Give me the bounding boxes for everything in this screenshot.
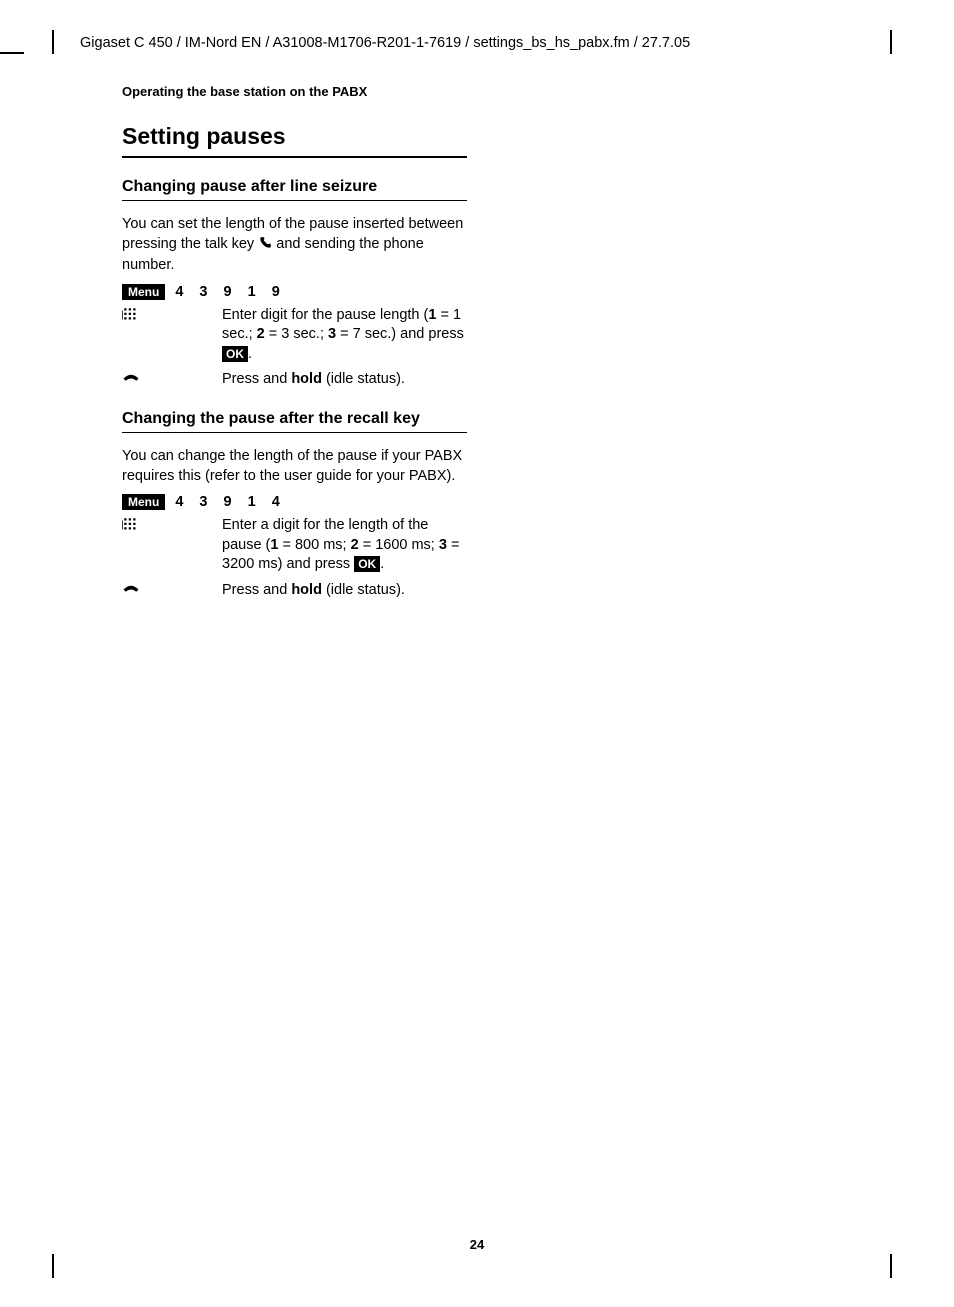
crop-mark (890, 1254, 892, 1278)
keypad-icon (122, 306, 222, 329)
page-number: 24 (0, 1237, 954, 1252)
menu-button-label: Menu (122, 284, 165, 300)
menu-code: 4 3 9 1 4 (175, 494, 285, 510)
crop-mark (890, 30, 892, 54)
paragraph: You can set the length of the pause inse… (122, 215, 467, 276)
instruction-text: Enter a digit for the length of the paus… (222, 516, 467, 575)
section-header: Operating the base station on the PABX (122, 84, 467, 99)
hangup-icon (122, 581, 222, 600)
menu-sequence: Menu 4 3 9 1 9 (122, 284, 467, 300)
menu-button-label: Menu (122, 494, 165, 510)
instruction-text: Press and hold (idle status). (222, 581, 405, 601)
crop-mark (52, 30, 54, 54)
instruction-row: Press and hold (idle status). (122, 581, 467, 601)
hangup-icon (122, 370, 222, 389)
talk-key-icon (258, 236, 272, 257)
crop-mark (0, 52, 24, 54)
keypad-icon (122, 516, 222, 539)
paragraph: You can change the length of the pause i… (122, 447, 467, 486)
menu-code: 4 3 9 1 9 (175, 284, 285, 300)
heading-2: Changing the pause after the recall key (122, 410, 467, 433)
heading-1: Setting pauses (122, 123, 467, 158)
crop-mark (52, 1254, 54, 1278)
heading-2: Changing pause after line seizure (122, 178, 467, 201)
instruction-text: Press and hold (idle status). (222, 370, 405, 390)
menu-sequence: Menu 4 3 9 1 4 (122, 494, 467, 510)
document-header: Gigaset C 450 / IM-Nord EN / A31008-M170… (80, 35, 690, 51)
instruction-row: Enter a digit for the length of the paus… (122, 516, 467, 575)
instruction-row: Enter digit for the pause length (1 = 1 … (122, 306, 467, 365)
ok-button-label: OK (354, 556, 380, 572)
instruction-row: Press and hold (idle status). (122, 370, 467, 390)
ok-button-label: OK (222, 346, 248, 362)
instruction-text: Enter digit for the pause length (1 = 1 … (222, 306, 467, 365)
